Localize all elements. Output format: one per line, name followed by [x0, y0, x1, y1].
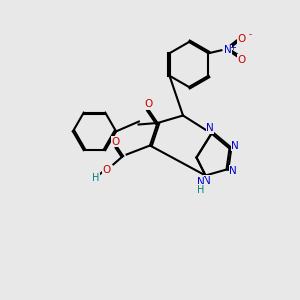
Text: N: N [206, 123, 214, 133]
Text: H: H [197, 185, 205, 195]
Text: N: N [197, 177, 205, 187]
Text: O: O [102, 165, 111, 176]
Text: N: N [203, 176, 211, 186]
Text: O: O [111, 136, 120, 147]
Text: O: O [237, 34, 246, 44]
Text: N: N [224, 45, 231, 55]
Text: +: + [229, 43, 236, 52]
Text: -: - [249, 30, 252, 39]
Text: H: H [92, 173, 100, 183]
Text: N: N [229, 166, 237, 176]
Text: O: O [237, 55, 246, 65]
Text: O: O [144, 99, 153, 110]
Text: N: N [231, 140, 239, 151]
